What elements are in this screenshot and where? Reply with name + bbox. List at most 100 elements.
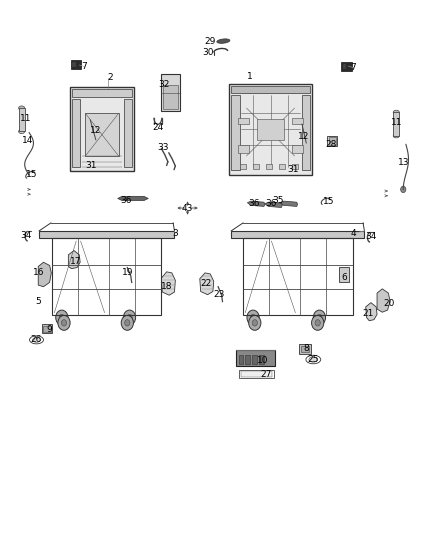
Bar <box>299 344 311 354</box>
Text: 15: 15 <box>26 170 38 179</box>
Text: 9: 9 <box>47 325 53 334</box>
Bar <box>328 138 336 145</box>
Text: 7: 7 <box>350 63 357 72</box>
Ellipse shape <box>309 357 318 362</box>
Text: 18: 18 <box>161 282 173 291</box>
Text: 28: 28 <box>325 140 336 149</box>
Text: 13: 13 <box>398 158 409 167</box>
Bar <box>161 74 180 111</box>
Bar <box>231 231 364 238</box>
Polygon shape <box>280 201 297 206</box>
Circle shape <box>284 167 287 170</box>
Circle shape <box>85 163 87 166</box>
Polygon shape <box>200 273 214 295</box>
Bar <box>72 99 80 167</box>
Bar <box>393 112 399 136</box>
Text: 8: 8 <box>304 344 309 353</box>
Bar <box>238 118 249 124</box>
Bar <box>241 370 272 377</box>
Text: 23: 23 <box>213 289 225 298</box>
Text: 7: 7 <box>81 62 88 71</box>
Text: 11: 11 <box>20 114 32 123</box>
Text: 20: 20 <box>384 299 395 308</box>
Ellipse shape <box>393 110 399 115</box>
Bar <box>279 164 286 169</box>
Text: 14: 14 <box>22 136 33 145</box>
Bar <box>245 355 250 365</box>
Text: 21: 21 <box>363 309 374 318</box>
Circle shape <box>102 163 105 166</box>
Ellipse shape <box>18 130 25 134</box>
Text: 25: 25 <box>307 355 319 364</box>
Bar <box>292 164 298 169</box>
Text: 1: 1 <box>247 71 252 80</box>
Bar <box>339 266 349 282</box>
Bar <box>52 238 161 316</box>
Text: 31: 31 <box>287 165 299 174</box>
Bar <box>327 136 337 147</box>
Circle shape <box>121 316 134 330</box>
Bar <box>42 324 52 334</box>
Bar <box>343 64 346 69</box>
Circle shape <box>317 314 322 321</box>
Bar <box>231 86 310 93</box>
Circle shape <box>127 314 132 321</box>
Bar <box>163 85 178 109</box>
Bar <box>253 164 259 169</box>
Circle shape <box>313 310 325 325</box>
Circle shape <box>311 316 324 330</box>
Bar <box>258 119 284 140</box>
Polygon shape <box>68 251 80 269</box>
Text: 30: 30 <box>202 48 213 56</box>
Text: 24: 24 <box>152 123 163 132</box>
Text: 43: 43 <box>182 204 193 213</box>
Bar <box>239 355 244 365</box>
Text: 4: 4 <box>351 229 356 238</box>
Text: 27: 27 <box>261 370 272 379</box>
Text: 19: 19 <box>122 269 133 277</box>
Polygon shape <box>118 196 148 200</box>
Bar <box>124 99 132 167</box>
Circle shape <box>315 320 320 326</box>
Polygon shape <box>161 272 175 295</box>
Circle shape <box>252 320 258 326</box>
Text: 5: 5 <box>35 296 41 305</box>
Text: 15: 15 <box>323 197 335 206</box>
Text: 34: 34 <box>20 231 32 240</box>
Circle shape <box>401 186 406 192</box>
Text: 34: 34 <box>365 232 377 241</box>
Text: 31: 31 <box>86 161 97 170</box>
Bar <box>292 146 303 154</box>
Ellipse shape <box>393 134 399 138</box>
Bar <box>292 118 303 124</box>
Text: 32: 32 <box>159 80 170 89</box>
Bar <box>240 164 246 169</box>
Bar <box>229 84 312 174</box>
Text: 3: 3 <box>173 229 178 238</box>
Text: 12: 12 <box>298 132 310 141</box>
Text: 36: 36 <box>121 196 132 205</box>
Bar <box>70 87 134 171</box>
Bar <box>18 108 25 132</box>
Text: 26: 26 <box>31 335 42 344</box>
Circle shape <box>59 314 64 321</box>
Bar <box>39 231 174 238</box>
Text: 17: 17 <box>70 257 81 265</box>
Bar <box>239 369 274 378</box>
Text: 35: 35 <box>272 196 284 205</box>
Circle shape <box>58 316 70 330</box>
Circle shape <box>56 310 68 325</box>
Text: 11: 11 <box>391 118 402 127</box>
Bar <box>237 351 275 367</box>
Text: 2: 2 <box>107 72 113 82</box>
Ellipse shape <box>32 337 40 342</box>
Bar <box>341 62 352 71</box>
Text: 33: 33 <box>157 143 169 152</box>
Circle shape <box>249 316 261 330</box>
Text: 36: 36 <box>248 199 260 208</box>
Bar <box>43 326 51 332</box>
Bar <box>259 355 264 365</box>
Bar <box>72 89 132 97</box>
Bar <box>231 95 240 170</box>
Polygon shape <box>366 303 377 321</box>
